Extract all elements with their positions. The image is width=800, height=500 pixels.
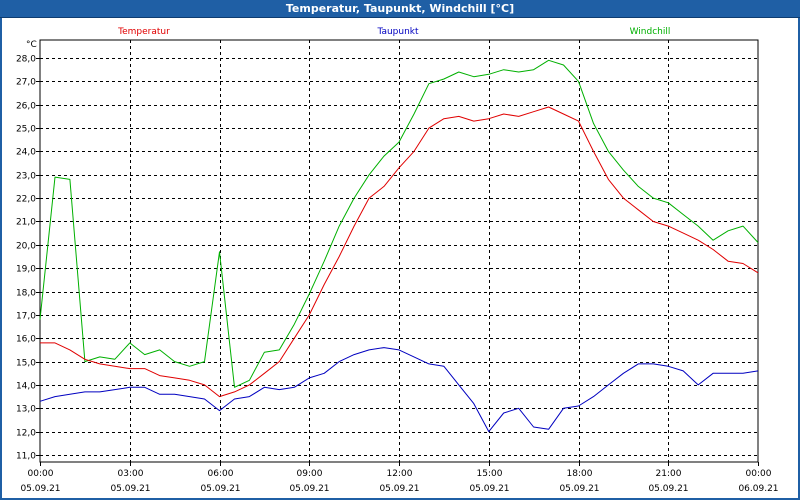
- y-tick-label: 17,0: [16, 312, 36, 322]
- legend-entry-temperatur: Temperatur: [117, 27, 170, 37]
- x-tick-time-label: 03:00: [118, 469, 144, 479]
- y-tick-label: 14,0: [16, 382, 36, 392]
- y-tick-label: 16,0: [16, 335, 36, 345]
- x-tick-time-label: 00:00: [746, 469, 772, 479]
- x-tick-date-label: 05.09.21: [379, 484, 419, 494]
- x-tick-time-label: 09:00: [297, 469, 323, 479]
- y-tick-label: 19,0: [16, 265, 36, 275]
- window-title: Temperatur, Taupunkt, Windchill [°C]: [285, 2, 515, 15]
- x-tick-date-label: 05.09.21: [110, 484, 150, 494]
- y-tick-label: 26,0: [16, 102, 36, 112]
- x-tick-time-label: 15:00: [477, 469, 503, 479]
- legend-entry-taupunkt: Taupunkt: [376, 27, 419, 37]
- x-tick-time-label: 18:00: [567, 469, 593, 479]
- x-tick-date-label: 05.09.21: [648, 484, 688, 494]
- window-frame-left: [0, 18, 2, 500]
- y-tick-label: 25,0: [16, 125, 36, 135]
- window-title-bar: Temperatur, Taupunkt, Windchill [°C]: [0, 0, 800, 18]
- x-tick-time-label: 12:00: [387, 469, 413, 479]
- x-tick-date-label: 05.09.21: [559, 484, 599, 494]
- x-tick-date-label: 05.09.21: [200, 484, 240, 494]
- y-tick-label: 23,0: [16, 172, 36, 182]
- x-tick-time-label: 00:00: [28, 469, 54, 479]
- y-tick-label: 12,0: [16, 429, 36, 439]
- y-axis-unit-label: °C: [26, 40, 37, 50]
- x-tick-date-label: 05.09.21: [20, 484, 60, 494]
- y-tick-label: 28,0: [16, 55, 36, 65]
- series-line-windchill: [39, 59, 759, 388]
- y-tick-label: 27,0: [16, 78, 36, 88]
- y-tick-label: 24,0: [16, 148, 36, 158]
- y-tick-label: 15,0: [16, 359, 36, 369]
- series-line-temperatur: [40, 106, 759, 398]
- legend-entry-windchill: Windchill: [630, 27, 671, 37]
- x-tick-date-label: 05.09.21: [469, 484, 509, 494]
- y-tick-label: 22,0: [16, 195, 36, 205]
- x-tick-date-label: 05.09.21: [289, 484, 329, 494]
- window-frame-right: [798, 18, 800, 500]
- window-frame-bottom: [0, 498, 800, 500]
- series-line-taupunkt: [39, 347, 759, 433]
- x-tick-time-label: 06:00: [208, 469, 234, 479]
- y-tick-label: 18,0: [16, 289, 36, 299]
- y-tick-label: 11,0: [16, 452, 36, 462]
- y-tick-label: 13,0: [16, 405, 36, 415]
- y-tick-label: 21,0: [16, 218, 36, 228]
- y-tick-label: 20,0: [16, 242, 36, 252]
- x-tick-time-label: 21:00: [656, 469, 682, 479]
- x-tick-date-label: 06.09.21: [738, 484, 778, 494]
